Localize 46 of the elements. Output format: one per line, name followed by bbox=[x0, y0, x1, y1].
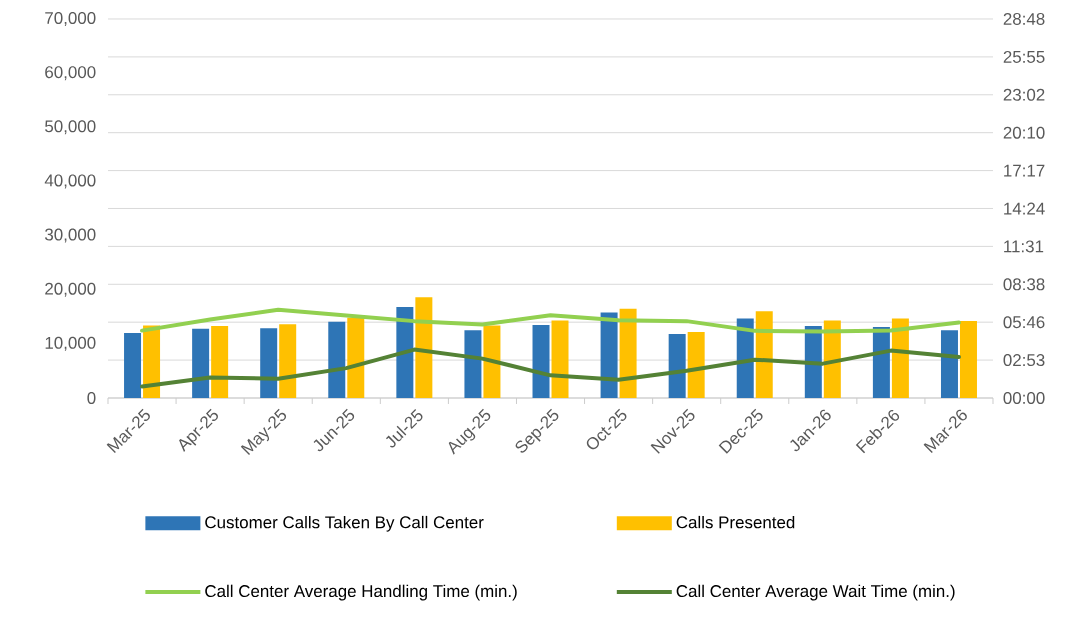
y-tick-label: 10,000 bbox=[45, 336, 96, 351]
line-series bbox=[140, 307, 961, 334]
y2-tick-label: 23:02 bbox=[1003, 88, 1045, 101]
bar bbox=[668, 334, 686, 398]
legend-label: Call Center Average Handling Time (min.) bbox=[205, 584, 517, 601]
y2-tick-label: 00:00 bbox=[1003, 391, 1045, 404]
bar bbox=[891, 318, 909, 398]
y-tick-label: 40,000 bbox=[44, 174, 96, 189]
y2-tick-label: 05:46 bbox=[1003, 316, 1045, 329]
y-tick-label: 50,000 bbox=[45, 120, 96, 135]
bar bbox=[415, 297, 433, 398]
bar bbox=[619, 308, 637, 398]
bar bbox=[532, 324, 550, 398]
bar bbox=[755, 311, 773, 398]
bar bbox=[279, 324, 297, 398]
legend-label: Call Center Average Wait Time (min.) bbox=[676, 584, 955, 601]
bar bbox=[192, 328, 210, 398]
y-tick-label: 20,000 bbox=[45, 282, 96, 297]
legend-label: Calls Presented bbox=[676, 515, 795, 529]
bar bbox=[124, 333, 142, 398]
bar bbox=[940, 330, 958, 398]
bar bbox=[260, 328, 278, 398]
y-tick-label: 0 bbox=[87, 391, 96, 404]
y-tick-label: 60,000 bbox=[45, 66, 96, 81]
y2-tick-label: 11:31 bbox=[1004, 240, 1044, 253]
bar bbox=[347, 317, 365, 398]
y2-tick-label: 08:38 bbox=[1003, 278, 1045, 291]
y2-tick-label: 14:24 bbox=[1004, 202, 1045, 215]
y2-tick-label: 20:10 bbox=[1003, 126, 1045, 139]
y2-tick-label: 28:48 bbox=[1003, 12, 1045, 25]
y2-tick-label: 17:17 bbox=[1004, 164, 1045, 177]
line-series bbox=[140, 347, 961, 389]
legend-label: Customer Calls Taken By Call Center bbox=[205, 515, 484, 532]
bar bbox=[483, 325, 501, 398]
bar bbox=[328, 321, 346, 398]
bar bbox=[959, 321, 977, 398]
bar bbox=[687, 331, 705, 398]
y-tick-label: 30,000 bbox=[45, 228, 96, 243]
y2-tick-label: 02:53 bbox=[1003, 354, 1045, 367]
bar bbox=[551, 320, 569, 398]
y-tick-label: 70,000 bbox=[45, 11, 96, 26]
y2-tick-label: 25:55 bbox=[1003, 50, 1045, 63]
bar bbox=[396, 307, 414, 398]
bar bbox=[600, 312, 618, 398]
bar bbox=[211, 325, 229, 398]
bar bbox=[464, 330, 482, 398]
